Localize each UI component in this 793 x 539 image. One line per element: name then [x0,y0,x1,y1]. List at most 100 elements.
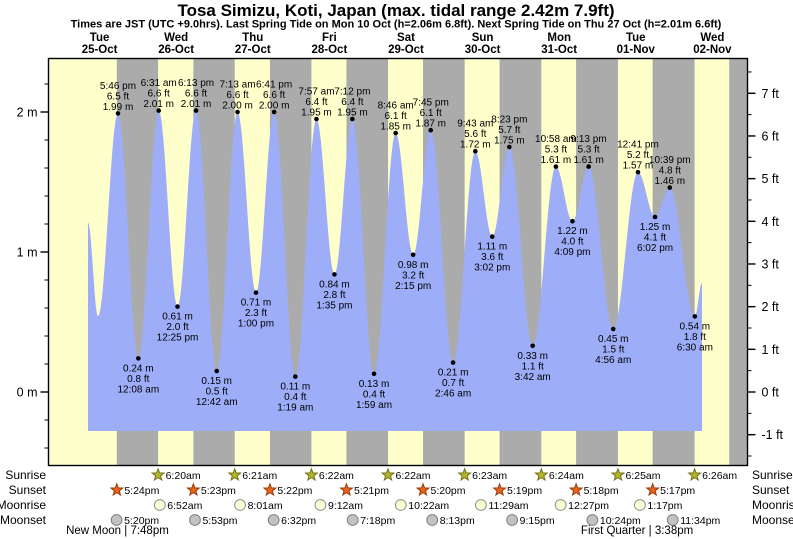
svg-text:6.1 ft: 6.1 ft [420,108,442,119]
sunrise-row: 6:20am 6:21am 6:22am 6:22am 6:23am 6:24am 6:25… [150,467,737,482]
tide-point-dot [530,343,536,349]
svg-text:7:13 am: 7:13 am [219,80,255,91]
svg-text:6.5 ft: 6.5 ft [107,91,129,102]
svg-text:5.3 ft: 5.3 ft [545,145,567,156]
date-label: 25-Oct [82,44,118,56]
moonset-icon [189,514,201,526]
moonset-row-time: 9:15pm [520,515,555,527]
moonset-row-time: 5:20pm [124,515,159,527]
chart-subtitle: Times are JST (UTC +9.0hrs). Last Spring… [71,19,722,31]
svg-text:1.95 m: 1.95 m [301,108,332,119]
day-of-week-label: Fri [322,32,337,44]
moonset-icon [110,514,123,526]
sunrise-row-time: 6:24am [549,470,584,482]
svg-text:6.4 ft: 6.4 ft [341,97,363,108]
high-tide-annotation: 8:46 am6.1 ft1.85 m [378,101,414,136]
high-tide-annotation: 6:31 am6.6 ft2.01 m [141,78,177,113]
sunset-icon [339,482,354,497]
svg-text:2.01 m: 2.01 m [143,99,174,110]
moonset-row-time: 11:34pm [680,515,720,527]
high-tide-annotation: 9:13 pm5.3 ft1.61 m [571,134,607,169]
sunrise-row-time: 6:23am [472,470,507,482]
svg-text:4.1 ft: 4.1 ft [644,233,666,244]
svg-text:7:57 am: 7:57 am [298,87,334,98]
tide-water-curve [88,110,703,431]
svg-text:6.6 ft: 6.6 ft [185,89,207,100]
svg-text:5.3 ft: 5.3 ft [577,145,599,156]
date-label: 31-Oct [541,44,577,56]
svg-text:1.61 m: 1.61 m [541,155,572,166]
moonrise-icon [554,499,567,511]
low-tide-annotation: 0.11 m0.4 ft1:19 am [277,374,313,414]
high-tide-annotation: 8:23 pm5.7 ft1.75 m [491,115,527,150]
moonrise-label-right: Moonrise [752,498,793,512]
sunset-icon [415,482,431,497]
moonrise-icon [394,499,407,511]
high-tide-annotation: 5:46 pm6.5 ft1.99 m [100,81,136,116]
chart-generated-content: 2 m 1 m 0 m 7 ft 6 ft 5 ft 4 ft 3 ft 2 ft 1 ft 0 f… [17,32,784,537]
high-tide-annotation: 10:58 am5.3 ft1.61 m [535,134,577,169]
svg-text:4.8 ft: 4.8 ft [659,166,681,177]
svg-text:1.25 m: 1.25 m [640,222,671,233]
day-of-week-label: Sun [472,32,494,44]
svg-text:0.15 m: 0.15 m [201,376,232,387]
plot-frame [47,57,749,467]
low-tide-annotation: 0.45 m1.5 ft4:56 am [595,326,631,366]
svg-text:3:02 pm: 3:02 pm [474,263,510,274]
svg-text:1:35 pm: 1:35 pm [316,300,352,311]
day-of-week-label: Wed [700,32,724,44]
svg-text:8:46 am: 8:46 am [378,101,414,112]
svg-text:3.6 ft: 3.6 ft [481,252,503,263]
svg-text:6:30 am: 6:30 am [677,342,713,353]
sunset-row-time: 5:17pm [660,485,695,497]
moonset-icon [506,514,519,526]
sunrise-row-time: 6:21am [242,470,277,482]
svg-text:6.6 ft: 6.6 ft [226,90,248,101]
svg-text:12:42 am: 12:42 am [196,397,238,408]
night-band [729,58,748,466]
svg-text:1.87 m: 1.87 m [415,119,446,130]
sunset-row-time: 5:20pm [431,485,466,497]
tide-area [88,110,703,431]
moonrise-icon [153,499,166,511]
tide-point-dot [667,185,673,190]
moonset-icon [666,514,679,526]
svg-text:0.13 m: 0.13 m [359,379,390,390]
moon-phase-label: First Quarter | 3:38pm [581,525,693,537]
sunset-label-right: Sunset [752,483,790,497]
svg-text:6.6 ft: 6.6 ft [148,89,170,100]
date-label: 01-Nov [617,44,656,56]
low-tide-annotation: 0.33 m1.1 ft3:42 am [515,343,551,383]
moonset-row-time: 8:13pm [440,515,475,527]
moonset-row-time: 5:53pm [202,515,237,527]
sunrise-icon [457,467,472,482]
date-label: 02-Nov [693,44,732,56]
right-axis-label: 5 ft [762,172,780,186]
svg-text:7:12 pm: 7:12 pm [334,87,370,98]
left-axis-label: 1 m [17,246,38,260]
high-tide-annotations: 5:46 pm6.5 ft1.99 m6:31 am6.6 ft2.01 m 6:… [100,78,691,190]
day-of-week-label: Sat [397,32,415,44]
svg-text:0.71 m: 0.71 m [241,298,272,309]
sunrise-icon [534,467,549,482]
svg-text:2.01 m: 2.01 m [181,99,212,110]
moonrise-icon [314,499,327,511]
svg-text:0.11 m: 0.11 m [280,382,310,393]
svg-text:12:41 pm: 12:41 pm [617,140,659,151]
sunrise-icon [150,467,166,482]
svg-text:0.61 m: 0.61 m [162,312,193,323]
moonrise-row-time: 8:01am [248,500,283,512]
sunrise-icon [227,467,243,482]
svg-text:6.6 ft: 6.6 ft [263,90,285,101]
low-tide-annotation: 1.22 m4.0 ft4:09 pm [554,218,591,258]
svg-text:0.84 m: 0.84 m [319,279,350,290]
svg-text:6:41 pm: 6:41 pm [256,80,292,91]
moonrise-icon [234,499,246,511]
moonset-icon [267,514,280,526]
tide-point-dot [332,272,337,277]
svg-text:1.61 m: 1.61 m [573,155,604,166]
sunset-icon [262,482,278,497]
moonrise-icon [633,499,646,511]
left-axis-label: 0 m [17,386,38,400]
